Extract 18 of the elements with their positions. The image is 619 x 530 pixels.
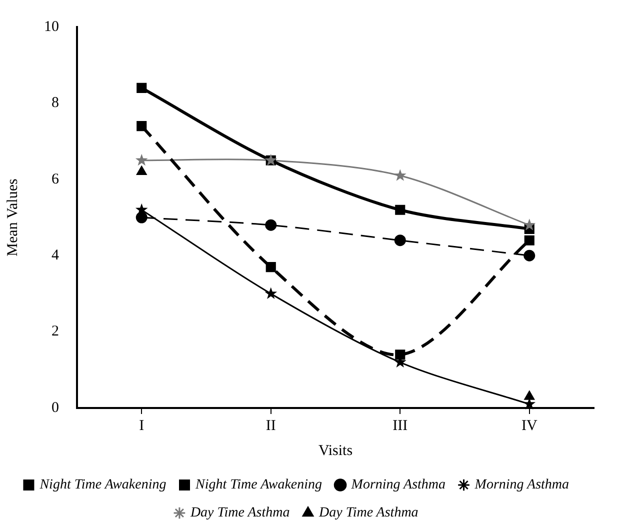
x-tick-label: II: [266, 418, 276, 434]
x-tick-label: IV: [521, 418, 538, 434]
legend-label: Day Time Asthma: [189, 506, 290, 521]
legend-label: Morning Asthma: [474, 478, 570, 493]
y-tick-label: 10: [44, 18, 59, 35]
y-tick-label: 6: [52, 171, 60, 188]
y-tick-label: 2: [52, 324, 59, 340]
y-tick-label: 4: [52, 248, 60, 264]
x-axis-title: Visits: [318, 442, 353, 459]
y-axis-title: Mean Values: [4, 178, 21, 256]
legend-label: Day Time Asthma: [318, 506, 418, 521]
legend-label: Night Time Awakening: [38, 478, 166, 493]
y-tick-label: 8: [52, 95, 59, 112]
x-tick-label: I: [139, 418, 144, 434]
y-tick-label: 0: [52, 400, 59, 416]
x-tick-label: III: [392, 418, 408, 434]
legend-label: Night Time Awakening: [194, 478, 322, 493]
legend-label: Morning Asthma: [350, 478, 446, 493]
